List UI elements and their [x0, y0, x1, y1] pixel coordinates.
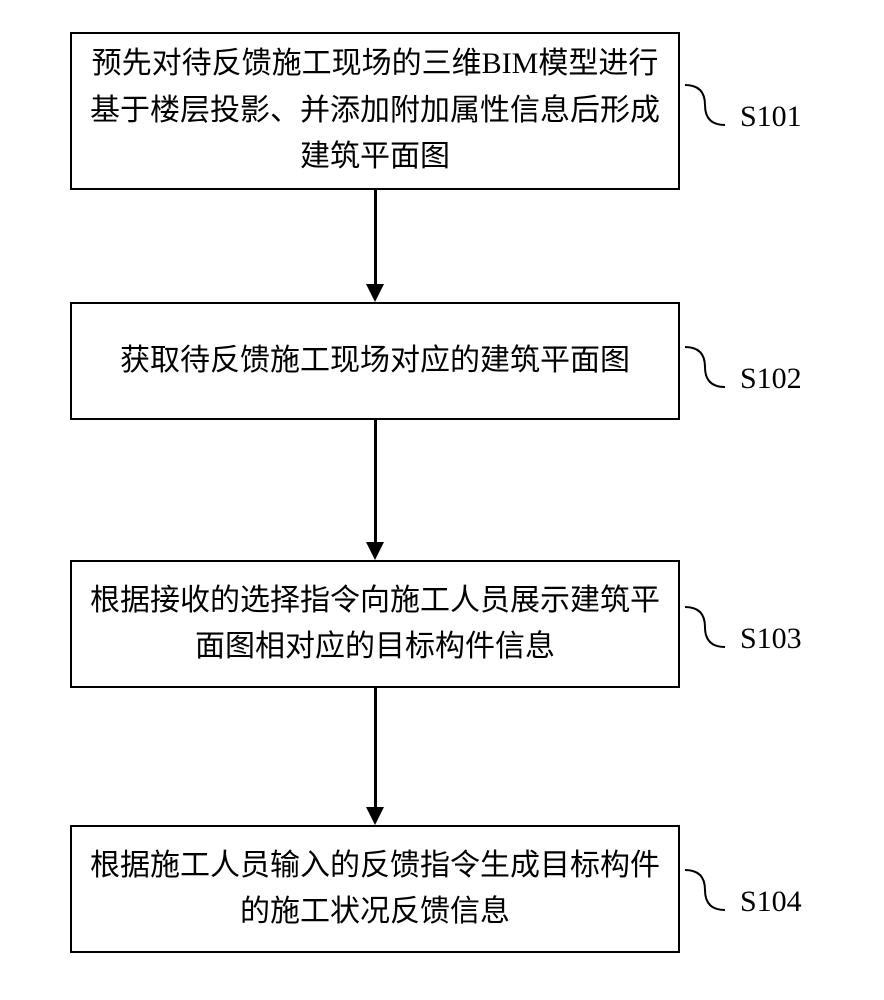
step-label-s104: S104: [740, 885, 802, 919]
connector-s102-s103: [374, 420, 377, 542]
step-box-s102: 获取待反馈施工现场对应的建筑平面图: [70, 302, 680, 420]
step-box-s104: 根据施工人员输入的反馈指令生成目标构件的施工状况反馈信息: [70, 825, 680, 953]
brace-s102: [680, 342, 740, 402]
step-text: 预先对待反馈施工现场的三维BIM模型进行基于楼层投影、并添加附加属性信息后形成建…: [90, 41, 660, 181]
flowchart-container: 预先对待反馈施工现场的三维BIM模型进行基于楼层投影、并添加附加属性信息后形成建…: [0, 0, 884, 1000]
arrow-s101-s102: [366, 284, 384, 302]
step-text: 根据接收的选择指令向施工人员展示建筑平面图相对应的目标构件信息: [90, 578, 660, 671]
step-label-s101: S101: [740, 100, 802, 134]
arrow-s103-s104: [366, 807, 384, 825]
step-text: 根据施工人员输入的反馈指令生成目标构件的施工状况反馈信息: [90, 843, 660, 936]
brace-s103: [680, 602, 740, 662]
connector-s101-s102: [374, 190, 377, 284]
connector-s103-s104: [374, 688, 377, 807]
brace-s104: [680, 865, 740, 925]
step-label-s102: S102: [740, 362, 802, 396]
step-box-s101: 预先对待反馈施工现场的三维BIM模型进行基于楼层投影、并添加附加属性信息后形成建…: [70, 32, 680, 190]
brace-s101: [680, 80, 740, 140]
step-label-s103: S103: [740, 622, 802, 656]
step-box-s103: 根据接收的选择指令向施工人员展示建筑平面图相对应的目标构件信息: [70, 560, 680, 688]
step-text: 获取待反馈施工现场对应的建筑平面图: [120, 338, 630, 385]
arrow-s102-s103: [366, 542, 384, 560]
